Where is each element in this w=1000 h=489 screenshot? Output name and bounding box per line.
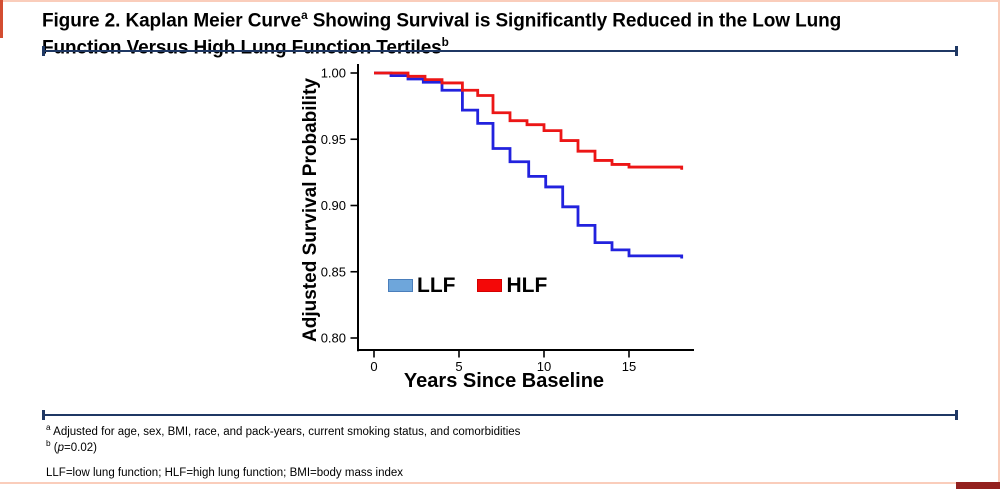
divider-rule-bottom bbox=[42, 410, 958, 420]
rule-line bbox=[45, 49, 955, 53]
footnote-a-text: Adjusted for age, sex, BMI, race, and pa… bbox=[50, 425, 521, 438]
bottom-right-accent-bar bbox=[956, 482, 1000, 489]
km-chart: 1.00 0.95 0.90 0.85 0.80 0 5 10 15 Adjusted Survi… bbox=[300, 60, 720, 395]
rule-cap-left bbox=[42, 410, 45, 420]
figure-title: Figure 2. Kaplan Meier Curvea Showing Su… bbox=[42, 5, 942, 59]
chart-legend: LLF HLF bbox=[388, 274, 548, 297]
bottom-border-line bbox=[0, 482, 1000, 484]
right-border-line bbox=[998, 0, 1000, 489]
figure-title-text-1: Figure 2. Kaplan Meier Curve bbox=[42, 10, 302, 32]
figure-title-text-2: Showing Survival is Significantly Reduce… bbox=[307, 10, 842, 32]
svg-text:Years Since Baseline: Years Since Baseline bbox=[404, 370, 604, 392]
rule-line bbox=[45, 413, 955, 417]
footnote-b-superscript: b bbox=[46, 439, 51, 448]
svg-text:0.95: 0.95 bbox=[321, 132, 346, 147]
km-plot-svg: 1.00 0.95 0.90 0.85 0.80 0 5 10 15 Adjusted Survi… bbox=[300, 64, 694, 392]
svg-text:0.85: 0.85 bbox=[321, 264, 346, 279]
rule-cap-left bbox=[42, 46, 45, 56]
footnote-b-open: ( bbox=[50, 441, 58, 454]
rule-cap-right bbox=[955, 410, 958, 420]
legend-swatch-llf bbox=[388, 279, 413, 292]
svg-text:5: 5 bbox=[455, 359, 462, 374]
legend-label-hlf: HLF bbox=[506, 274, 548, 297]
footnote-b: b (p=0.02) bbox=[46, 437, 97, 455]
top-left-accent-bar bbox=[0, 0, 3, 38]
rule-cap-right bbox=[955, 46, 958, 56]
svg-text:1.00: 1.00 bbox=[321, 66, 346, 81]
footnote-b-pvalue-symbol: p bbox=[57, 441, 65, 454]
svg-text:0.90: 0.90 bbox=[321, 198, 346, 213]
svg-text:0: 0 bbox=[370, 359, 377, 374]
legend-swatch-hlf bbox=[477, 279, 503, 292]
footnote-b-rest: =0.02) bbox=[64, 441, 97, 454]
footnote-a-superscript: a bbox=[46, 423, 51, 432]
divider-rule-top bbox=[42, 46, 958, 56]
abbreviation-note: LLF=low lung function; HLF=high lung fun… bbox=[46, 467, 404, 479]
svg-text:0.80: 0.80 bbox=[321, 331, 346, 346]
figure-title-text-3: Function Versus High Lung Function Terti… bbox=[42, 37, 442, 59]
top-border-line bbox=[0, 0, 1000, 2]
title-superscript-a: a bbox=[301, 9, 308, 22]
footnote-a: a Adjusted for age, sex, BMI, race, and … bbox=[46, 421, 520, 439]
legend-label-llf: LLF bbox=[417, 274, 456, 297]
svg-text:10: 10 bbox=[537, 359, 551, 374]
svg-text:Adjusted Survival Probability: Adjusted Survival Probability bbox=[300, 78, 321, 342]
title-superscript-b: b bbox=[441, 35, 449, 49]
svg-text:15: 15 bbox=[622, 359, 636, 374]
